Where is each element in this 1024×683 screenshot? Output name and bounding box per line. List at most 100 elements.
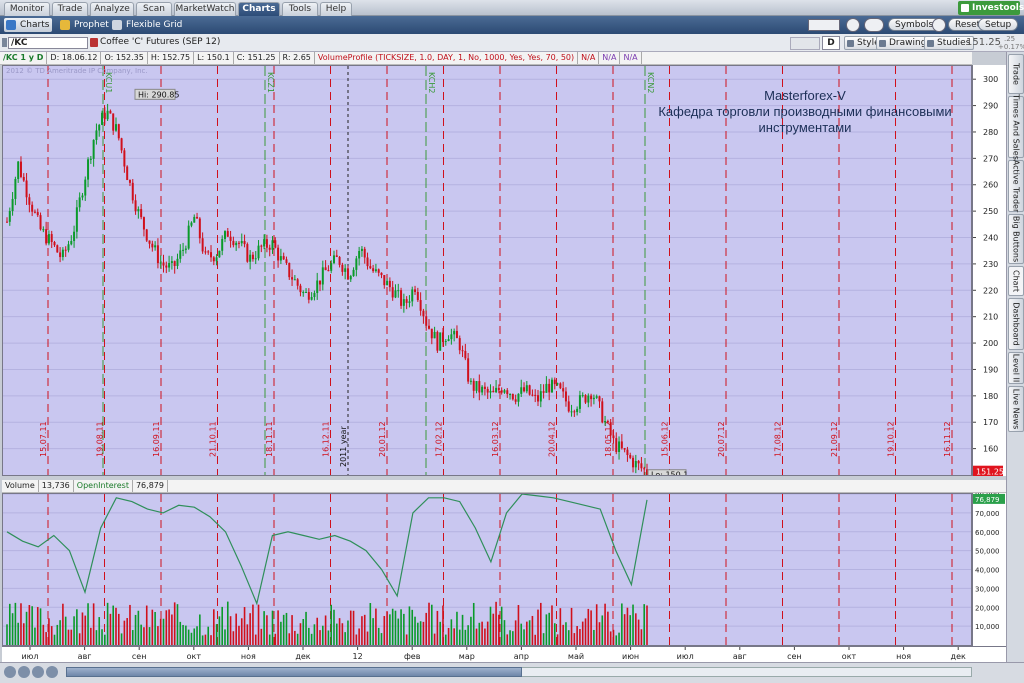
volume-bar	[333, 609, 335, 645]
find-icon[interactable]	[932, 18, 946, 32]
volume-tick-label: 40,000	[975, 567, 1000, 575]
volume-bar	[257, 604, 260, 645]
link-group-icon[interactable]	[2, 38, 7, 47]
volume-tick-label: 20,000	[975, 604, 1000, 612]
investools-button[interactable]: Investools	[958, 1, 1024, 15]
date-label: 18.11.11	[265, 421, 274, 457]
tab-monitor[interactable]: Monitor	[4, 2, 50, 16]
side-tab-trade[interactable]: Trade	[1008, 54, 1024, 94]
candle-body	[75, 207, 78, 232]
candle-body	[156, 245, 159, 264]
volume-bar	[310, 633, 313, 645]
side-tab-active-trader[interactable]: Active Trader	[1008, 160, 1024, 212]
candle-body	[101, 112, 104, 125]
subnav-flexible-grid-label: Flexible Grid	[126, 20, 183, 30]
volume-bar	[53, 634, 56, 645]
layout-box[interactable]	[808, 19, 840, 31]
candle-body	[609, 422, 612, 436]
zoom-in-icon[interactable]	[32, 666, 44, 678]
candle-body	[539, 391, 542, 402]
tab-tools[interactable]: Tools	[282, 2, 318, 16]
candle-body	[472, 380, 475, 391]
candle-body	[17, 161, 20, 179]
candle-body	[366, 257, 369, 267]
tab-charts[interactable]: Charts	[238, 2, 280, 16]
volume-bar	[486, 621, 489, 645]
volume-bar	[623, 614, 626, 645]
volume-bar	[436, 610, 439, 645]
symbol-input[interactable]: /KC	[8, 37, 88, 49]
volume-bar	[221, 606, 223, 645]
side-tab-times-and-sales[interactable]: Times And Sales	[1008, 94, 1024, 160]
alert-icon[interactable]	[846, 18, 860, 32]
volume-bar	[363, 614, 366, 645]
price-axis[interactable]: 160 170 180 190 200 210 220 230 240 250 260 270 280 2…	[972, 65, 1006, 477]
last-price-marker	[973, 465, 1003, 477]
studies-button[interactable]: Studies	[924, 36, 975, 50]
candle-body	[81, 195, 84, 198]
setup-button[interactable]: Setup	[978, 18, 1019, 31]
candle-body	[123, 150, 126, 167]
watermark-text: Masterforex-V Кафедра торговли производн…	[640, 88, 970, 136]
candle-body	[296, 279, 299, 286]
candle-body	[288, 262, 291, 278]
candle-body	[481, 386, 484, 393]
subnav-charts[interactable]: Charts	[4, 18, 52, 32]
volume-bar	[207, 626, 210, 645]
volume-bar	[520, 623, 523, 645]
tab-trade[interactable]: Trade	[52, 2, 88, 16]
volume-bar	[313, 624, 316, 645]
time-axis[interactable]: июл авг сен окт ноя дек 12 фев мар апр май июн июл ав…	[2, 646, 1006, 662]
volume-bar	[134, 614, 137, 645]
candle-body	[592, 397, 595, 400]
tab-marketwatch[interactable]: MarketWatch	[174, 2, 236, 16]
candle-body	[534, 394, 537, 396]
candle-body	[257, 245, 260, 259]
date-label: 20.04.12	[548, 421, 557, 457]
subnav-flexible-grid[interactable]: Flexible Grid	[110, 18, 182, 32]
volume-bar	[190, 632, 193, 645]
volume-axis[interactable]: 10,000 20,000 30,000 40,000 50,000 60,000 70,0…	[972, 491, 1006, 646]
side-tab-level-ii[interactable]: Level II	[1008, 352, 1024, 384]
drawing-tools-icon[interactable]	[790, 37, 820, 50]
link-icon[interactable]	[864, 18, 884, 32]
watermark-line-3: инструментами	[758, 120, 852, 135]
side-tab-dashboard[interactable]: Dashboard	[1008, 298, 1024, 350]
side-panel: Trade Times And Sales Active Trader Big …	[1006, 52, 1024, 662]
candle-body	[61, 249, 64, 258]
study-label[interactable]: VolumeProfile (TICKSIZE, 1.0, DAY, 1, No…	[315, 52, 579, 64]
style-button[interactable]: Style	[844, 36, 884, 50]
side-tab-big-buttons[interactable]: Big Buttons	[1008, 214, 1024, 264]
zoom-box-icon[interactable]	[46, 666, 58, 678]
side-tab-live-news[interactable]: Live News	[1008, 386, 1024, 432]
volume-bar	[405, 634, 408, 645]
volume-chart[interactable]	[2, 493, 972, 646]
price-chart[interactable]: 15.07.11 19.08.11 16.09.11 21.10.11 18.11.11…	[2, 65, 972, 481]
side-tab-chart[interactable]: Chart	[1008, 266, 1024, 296]
volume-bar	[157, 626, 159, 645]
volume-bar	[576, 626, 578, 645]
year-label: 2011 year	[339, 426, 348, 467]
candle-body	[587, 395, 590, 403]
pan-icon[interactable]	[4, 666, 16, 678]
candle-body	[464, 350, 467, 359]
volume-bar	[20, 603, 22, 645]
tab-scan[interactable]: Scan	[136, 2, 172, 16]
time-tick-label: фев	[404, 652, 421, 661]
price-change: .25	[1004, 35, 1016, 43]
subnav-prophet[interactable]: Prophet	[58, 18, 109, 32]
volume-bar	[98, 617, 101, 645]
expiry-label: KCU1	[104, 72, 113, 93]
zoom-out-icon[interactable]	[18, 666, 30, 678]
volume-bar	[76, 609, 78, 645]
tab-analyze[interactable]: Analyze	[90, 2, 134, 16]
volume-bar	[484, 628, 486, 645]
candle-body	[564, 391, 567, 402]
candle-body	[428, 325, 431, 329]
candle-body	[567, 401, 570, 412]
candle-body	[226, 231, 229, 237]
scrollbar-thumb[interactable]	[66, 667, 522, 677]
tab-help[interactable]: Help	[320, 2, 352, 16]
aggregation-button[interactable]: D	[822, 36, 840, 50]
candle-body	[346, 268, 349, 280]
